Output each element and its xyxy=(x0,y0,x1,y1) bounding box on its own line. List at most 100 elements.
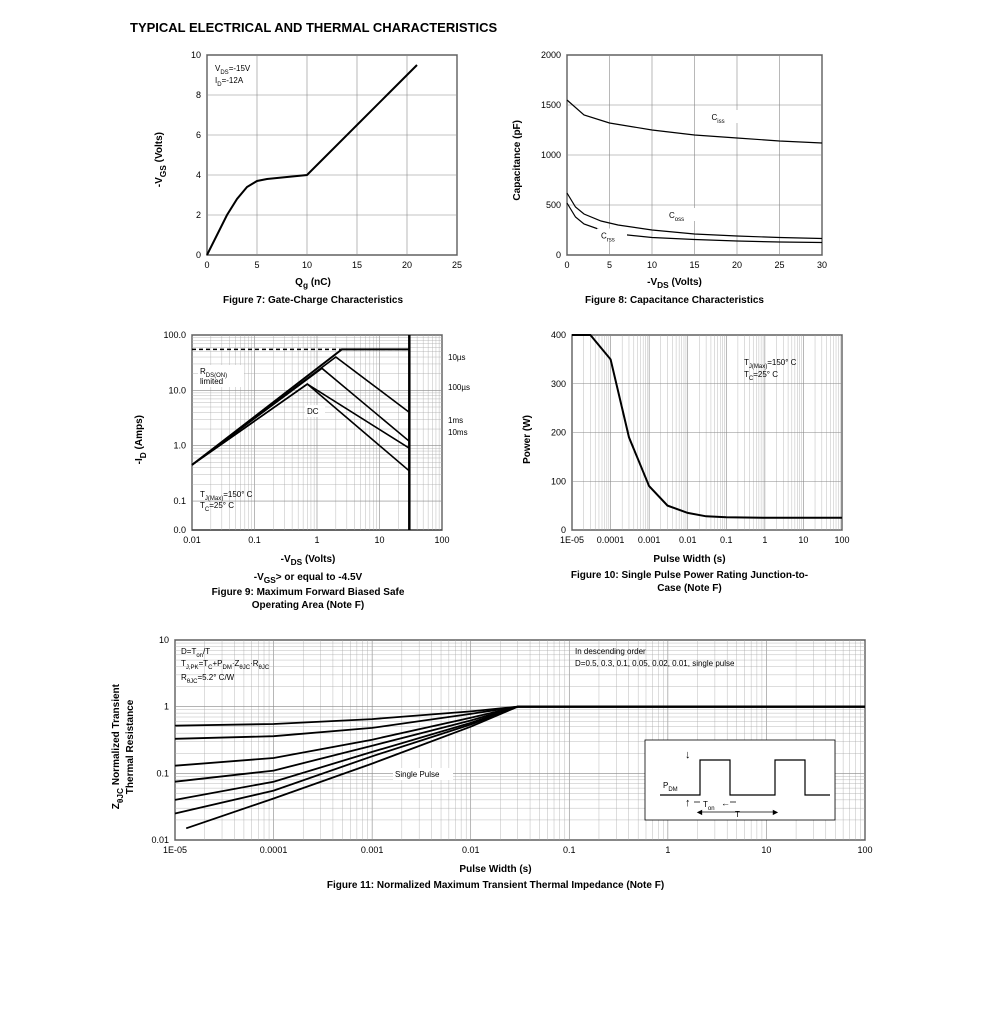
fig9-svg: 0.010.11101000.00.11.010.0100.0 RDS(ON) … xyxy=(152,327,482,552)
svg-text:0.01: 0.01 xyxy=(462,845,480,855)
fig11-caption: Figure 11: Normalized Maximum Transient … xyxy=(327,879,664,892)
svg-text:0.001: 0.001 xyxy=(361,845,384,855)
fig10-caption: Figure 10: Single Pulse Power Rating Jun… xyxy=(571,569,808,595)
svg-text:100: 100 xyxy=(434,535,449,545)
fig8-ylabel: Capacitance (pF) xyxy=(512,120,523,201)
svg-text:0: 0 xyxy=(196,250,201,260)
svg-text:10: 10 xyxy=(374,535,384,545)
svg-text:1E-05: 1E-05 xyxy=(560,535,584,545)
svg-text:25: 25 xyxy=(774,260,784,270)
svg-text:2: 2 xyxy=(196,210,201,220)
svg-text:300: 300 xyxy=(551,379,566,389)
svg-text:ID=-12A: ID=-12A xyxy=(215,76,244,88)
svg-text:0.1: 0.1 xyxy=(563,845,576,855)
svg-text:1: 1 xyxy=(164,701,169,711)
svg-text:0.1: 0.1 xyxy=(173,496,186,506)
fig7-xlabel: Qg (nC) xyxy=(295,277,331,290)
svg-text:TJ,PK=TC+PDM·ZθJC·RθJC: TJ,PK=TC+PDM·ZθJC·RθJC xyxy=(181,659,270,671)
figure-8: Capacitance (pF) 0 5 10 15 20 25 30 0 500 1000 150… xyxy=(512,45,837,307)
fig8-caption: Figure 8: Capacitance Characteristics xyxy=(585,294,764,307)
svg-text:0.01: 0.01 xyxy=(151,835,169,845)
svg-text:0.001: 0.001 xyxy=(638,535,661,545)
svg-text:TJ(Max)=150° C: TJ(Max)=150° C xyxy=(744,358,797,370)
row-fig11: ZθJC Normalized TransientThermal Resista… xyxy=(30,632,961,892)
svg-text:1: 1 xyxy=(314,535,319,545)
figure-10: Power (W) 1E-050.00010.0010.010.11101000… xyxy=(522,327,857,612)
svg-text:10: 10 xyxy=(761,845,771,855)
svg-text:0: 0 xyxy=(204,260,209,270)
svg-text:↓: ↓ xyxy=(685,749,691,761)
fig8-svg: 0510152025300500100015002000 CissCossCrs… xyxy=(527,45,837,275)
svg-text:1.0: 1.0 xyxy=(173,441,186,451)
figure-7: -VGS (Volts) 05101520250246810 VDS=-15V … xyxy=(154,45,472,307)
svg-text:0: 0 xyxy=(556,250,561,260)
pulse-diagram-inset: PDM ↓ ↑ Ton ← T ◄ ► xyxy=(645,740,835,820)
svg-text:5: 5 xyxy=(607,260,612,270)
svg-text:Single Pulse: Single Pulse xyxy=(395,770,440,779)
svg-text:0: 0 xyxy=(561,525,566,535)
svg-text:In descending order: In descending order xyxy=(575,647,646,656)
svg-text:10: 10 xyxy=(302,260,312,270)
svg-text:↑: ↑ xyxy=(685,797,691,809)
svg-text:T: T xyxy=(735,810,740,819)
svg-text:0.1: 0.1 xyxy=(248,535,261,545)
svg-text:0.0001: 0.0001 xyxy=(260,845,288,855)
svg-text:2000: 2000 xyxy=(541,50,561,60)
svg-text:10: 10 xyxy=(159,635,169,645)
svg-text:1500: 1500 xyxy=(541,100,561,110)
svg-text:0.1: 0.1 xyxy=(156,768,169,778)
svg-text:←: ← xyxy=(721,798,730,808)
svg-text:1000: 1000 xyxy=(541,150,561,160)
svg-text:20: 20 xyxy=(732,260,742,270)
svg-text:1E-05: 1E-05 xyxy=(163,845,187,855)
svg-text:500: 500 xyxy=(546,200,561,210)
svg-text:8: 8 xyxy=(196,90,201,100)
svg-text:D=Ton/T: D=Ton/T xyxy=(181,647,210,659)
svg-text:30: 30 xyxy=(817,260,827,270)
svg-text:VDS=-15V: VDS=-15V xyxy=(215,64,251,76)
svg-text:200: 200 xyxy=(551,428,566,438)
figure-9: -ID (Amps) 0.01 0.1 1 10 100 0.0 0.1 1.0 10.0 100… xyxy=(134,327,482,612)
fig9-xlabel: -VDS (Volts) xyxy=(281,554,336,567)
svg-text:0.01: 0.01 xyxy=(679,535,697,545)
svg-text:100µs: 100µs xyxy=(448,383,470,392)
row-fig9-fig10: -ID (Amps) 0.010.11101000.00.11.010.0100… xyxy=(30,327,961,612)
svg-text:◄: ◄ xyxy=(695,807,704,817)
svg-text:0.1: 0.1 xyxy=(720,535,733,545)
fig10-svg: 1E-050.00010.0010.010.111010001002003004… xyxy=(537,327,857,552)
fig9-ylabel: -ID (Amps) xyxy=(134,415,148,464)
fig9-caption: -VGS> or equal to -4.5V Figure 9: Maximu… xyxy=(212,571,405,612)
fig11-svg: 1E-050.00010.0010.010.11101000.010.1110 … xyxy=(140,632,880,862)
svg-text:1ms: 1ms xyxy=(448,416,463,425)
svg-text:5: 5 xyxy=(254,260,259,270)
svg-text:20: 20 xyxy=(402,260,412,270)
svg-text:10: 10 xyxy=(647,260,657,270)
svg-text:6: 6 xyxy=(196,130,201,140)
svg-text:0.0: 0.0 xyxy=(173,525,186,535)
fig10-xlabel: Pulse Width (s) xyxy=(653,554,725,565)
svg-text:100: 100 xyxy=(857,845,872,855)
svg-text:10: 10 xyxy=(798,535,808,545)
svg-text:15: 15 xyxy=(689,260,699,270)
svg-text:0.01: 0.01 xyxy=(183,535,201,545)
page-title: TYPICAL ELECTRICAL AND THERMAL CHARACTER… xyxy=(130,20,961,35)
fig11-xlabel: Pulse Width (s) xyxy=(459,864,531,875)
svg-text:15: 15 xyxy=(352,260,362,270)
figure-11: ZθJC Normalized TransientThermal Resista… xyxy=(111,632,880,892)
svg-text:10µs: 10µs xyxy=(448,353,466,362)
svg-text:DC: DC xyxy=(307,407,319,416)
svg-text:10.0: 10.0 xyxy=(168,385,186,395)
svg-text:1: 1 xyxy=(762,535,767,545)
svg-text:►: ► xyxy=(771,807,780,817)
fig8-xlabel: -VDS (Volts) xyxy=(647,277,702,290)
svg-text:100.0: 100.0 xyxy=(163,330,186,340)
fig10-ylabel: Power (W) xyxy=(522,415,533,464)
svg-text:1: 1 xyxy=(665,845,670,855)
svg-text:10ms: 10ms xyxy=(448,428,468,437)
svg-text:limited: limited xyxy=(200,377,223,386)
svg-text:0: 0 xyxy=(564,260,569,270)
svg-text:400: 400 xyxy=(551,330,566,340)
svg-text:TC=25° C: TC=25° C xyxy=(200,501,234,513)
svg-text:0.0001: 0.0001 xyxy=(597,535,625,545)
row-fig7-fig8: -VGS (Volts) 05101520250246810 VDS=-15V … xyxy=(30,45,961,307)
